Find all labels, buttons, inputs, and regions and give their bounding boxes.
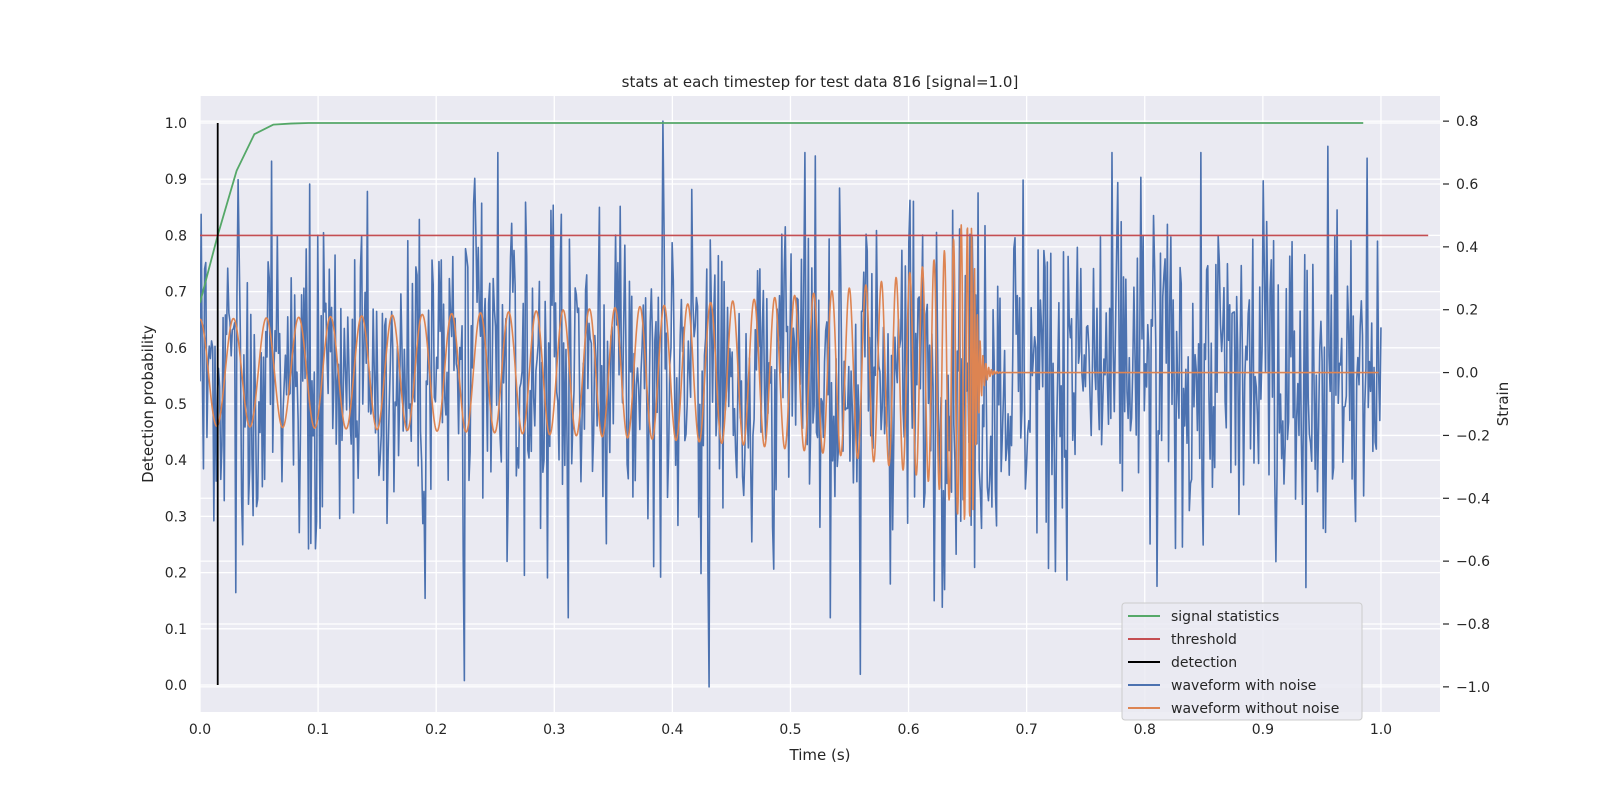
series-signal-statistics xyxy=(200,122,1364,304)
y2-axis-label: Strain xyxy=(1494,382,1512,426)
series-waveform-without-noise xyxy=(200,224,1379,521)
legend-label-waveform-without-noise: waveform without noise xyxy=(1171,701,1339,717)
axis-ticks: 0.0 0.1 0.2 0.3 0.4 0.5 0.6 0.7 0.8 0.9 1.0 0.0 0.1 0… xyxy=(165,114,1490,738)
series-waveform-with-noise xyxy=(200,120,1382,688)
x-tick-label: 0.0 xyxy=(189,722,211,738)
legend-box xyxy=(1121,602,1363,721)
x-tick-label: 0.8 xyxy=(1134,722,1156,738)
x-tick-label: 0.5 xyxy=(779,722,801,738)
legend-label-waveform-with-noise: waveform with noise xyxy=(1171,678,1316,694)
series-lines xyxy=(200,120,1429,688)
chart-title: stats at each timestep for test data 816… xyxy=(622,73,1019,91)
x-tick-label: 0.7 xyxy=(1016,722,1038,738)
y2-tick-label: −1.0 xyxy=(1456,680,1490,696)
legend-label-detection: detection xyxy=(1171,655,1237,671)
y2-tick-label: 0.0 xyxy=(1456,366,1478,382)
y2-tick-label: 0.4 xyxy=(1456,240,1478,256)
x-tick-label: 0.4 xyxy=(661,722,683,738)
x-tick-label: 0.3 xyxy=(543,722,565,738)
y-tick-label: 1.0 xyxy=(165,116,187,132)
y-tick-label: 0.1 xyxy=(165,622,187,638)
x-tick-label: 1.0 xyxy=(1370,722,1392,738)
y-tick-label: 0.3 xyxy=(165,509,187,525)
y2-tick-label: −0.8 xyxy=(1456,617,1490,633)
y2-tick-label: 0.2 xyxy=(1456,303,1478,319)
y-tick-label: 0.9 xyxy=(165,172,187,188)
y-axis-label: Detection probability xyxy=(139,325,157,483)
y-tick-label: 0.2 xyxy=(165,566,187,582)
y2-tick-label: 0.6 xyxy=(1456,177,1478,193)
x-axis-label: Time (s) xyxy=(789,746,851,764)
y-tick-label: 0.4 xyxy=(165,453,187,469)
y2-tick-label: −0.2 xyxy=(1456,428,1490,444)
legend-label-threshold: threshold xyxy=(1171,632,1237,648)
y-tick-label: 0.5 xyxy=(165,397,187,413)
x-tick-label: 0.9 xyxy=(1252,722,1274,738)
y2-tick-label: −0.4 xyxy=(1456,491,1490,507)
x-tick-label: 0.2 xyxy=(425,722,447,738)
x-tick-label: 0.6 xyxy=(897,722,919,738)
y2-tick-label: −0.6 xyxy=(1456,554,1490,570)
x-tick-label: 0.1 xyxy=(307,722,329,738)
legend: signal statistics threshold detection wa… xyxy=(1121,602,1363,721)
y2-tick-label: 0.8 xyxy=(1456,114,1478,130)
y-tick-label: 0.0 xyxy=(165,678,187,694)
legend-label-signal-statistics: signal statistics xyxy=(1171,609,1279,625)
y-tick-label: 0.7 xyxy=(165,285,187,301)
y-tick-label: 0.6 xyxy=(165,341,187,357)
y-tick-label: 0.8 xyxy=(165,228,187,244)
